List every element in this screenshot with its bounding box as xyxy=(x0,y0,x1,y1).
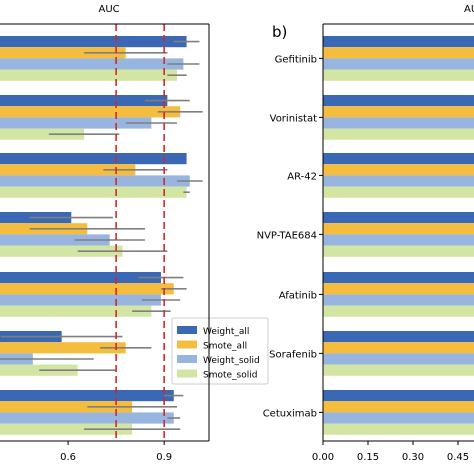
panel-b-category-7: Cetuximab xyxy=(263,408,317,419)
bar-smote-all-7 xyxy=(0,401,133,413)
bar-smote-all-3 xyxy=(0,164,136,176)
bar-smote-all-5 xyxy=(0,283,174,295)
panel-b-bar-3-1 xyxy=(323,153,474,165)
panel-b-bar-4-4 xyxy=(323,245,474,257)
bar-smote-all-2 xyxy=(0,106,181,118)
panel-b-bar-7-1 xyxy=(323,390,474,402)
panel-b-category-6: Sorafenib xyxy=(269,349,317,360)
bar-smote-solid-6 xyxy=(0,364,78,376)
panel-b-bar-6-4 xyxy=(323,364,474,376)
panel-b-bar-2-3 xyxy=(323,117,474,129)
legend-box xyxy=(171,317,269,385)
bar-weight-solid-4 xyxy=(0,234,110,246)
bar-weight-all-7 xyxy=(0,390,174,402)
legend-swatch-3 xyxy=(177,355,197,363)
panel-b-bar-1-4 xyxy=(323,69,474,81)
panel-b-bar-4-2 xyxy=(323,223,474,235)
panel-b-bar-5-3 xyxy=(323,294,474,306)
panel-b-bar-4-1 xyxy=(323,212,474,224)
bar-smote-solid-2 xyxy=(0,128,85,140)
panel-b-bar-2-4 xyxy=(323,128,474,140)
bar-weight-all-1 xyxy=(0,36,187,48)
panel-b-bar-5-2 xyxy=(323,283,474,295)
panel-b-bar-1-1 xyxy=(323,36,474,48)
panel-b-category-3: AR-42 xyxy=(287,171,317,182)
panel-b-title: AU xyxy=(464,4,474,15)
panel-b-category-2: Vorinistat xyxy=(270,113,317,124)
bar-weight-all-2 xyxy=(0,95,168,107)
panel-b-bar-6-2 xyxy=(323,342,474,354)
legend-swatch-1 xyxy=(177,326,197,334)
panel-b-bar-3-4 xyxy=(323,186,474,198)
panel-b-label: b) xyxy=(272,23,287,41)
bar-weight-solid-1 xyxy=(0,58,184,70)
panel-b-bar-3-2 xyxy=(323,164,474,176)
bar-weight-solid-5 xyxy=(0,294,161,306)
panel-b-category-4: NVP-TAE684 xyxy=(257,230,317,241)
bar-weight-all-3 xyxy=(0,153,187,165)
bar-smote-solid-4 xyxy=(0,245,123,257)
panel-b-bar-3-3 xyxy=(323,175,474,187)
panel-a-tick-label-2: 0.6 xyxy=(60,452,76,463)
panel-b-bar-7-4 xyxy=(323,423,474,435)
panel-b-tick-label-1: 0.00 xyxy=(312,452,334,463)
bar-weight-all-5 xyxy=(0,272,161,284)
panel-b-bar-1-3 xyxy=(323,58,474,70)
legend-label-1: Weight_all xyxy=(203,327,249,337)
panel-b-bar-2-1 xyxy=(323,95,474,107)
panel-b-bar-2-2 xyxy=(323,106,474,118)
panel-b-category-1: Gefitinib xyxy=(275,54,317,65)
panel-a-tick-label-3: 0.9 xyxy=(156,452,172,463)
bar-smote-solid-7 xyxy=(0,423,133,435)
panel-b-bar-4-3 xyxy=(323,234,474,246)
panel-a-title: AUC xyxy=(99,4,120,15)
panel-b-bar-7-3 xyxy=(323,412,474,424)
panel-b-tick-label-2: 0.15 xyxy=(357,452,379,463)
bar-smote-solid-3 xyxy=(0,186,187,198)
legend-label-4: Smote_solid xyxy=(203,371,257,381)
panel-b-tick-label-4: 0.45 xyxy=(447,452,469,463)
panel-b-bar-6-3 xyxy=(323,353,474,365)
bar-weight-solid-7 xyxy=(0,412,174,424)
legend-swatch-4 xyxy=(177,369,197,378)
panel-b-tick-label-3: 0.30 xyxy=(402,452,424,463)
panel-b-bar-5-4 xyxy=(323,305,474,317)
panel-b-bar-1-2 xyxy=(323,47,474,59)
legend-swatch-2 xyxy=(177,340,197,349)
bar-weight-solid-2 xyxy=(0,117,152,129)
bar-weight-solid-3 xyxy=(0,175,190,187)
bar-smote-all-1 xyxy=(0,47,126,59)
panel-b-category-5: Afatinib xyxy=(279,290,317,301)
legend-label-3: Weight_solid xyxy=(203,356,260,366)
bar-smote-solid-5 xyxy=(0,305,152,317)
panel-b-bar-5-1 xyxy=(323,272,474,284)
bar-smote-all-6 xyxy=(0,342,126,354)
bar-smote-solid-1 xyxy=(0,69,177,81)
panel-b-bar-7-2 xyxy=(323,401,474,413)
legend-label-2: Smote_all xyxy=(203,342,247,352)
panel-b-bar-6-1 xyxy=(323,331,474,343)
